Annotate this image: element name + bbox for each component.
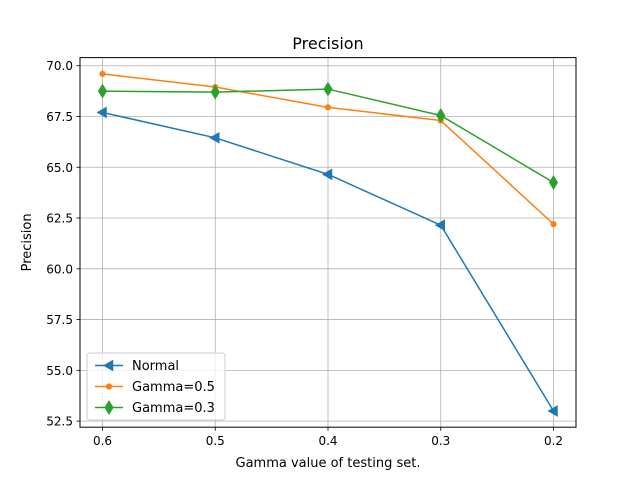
legend-marker — [102, 359, 114, 372]
data-point — [209, 131, 220, 144]
legend-box — [86, 352, 226, 421]
series-gamma-0-3 — [97, 81, 559, 190]
data-point — [548, 175, 559, 190]
y-axis-label: Precision — [20, 213, 35, 271]
x-tick-label: 0.3 — [431, 434, 450, 448]
x-axis-label: Gamma value of testing set. — [236, 456, 421, 471]
x-tick-label: 0.4 — [318, 434, 337, 448]
grid-layer — [80, 57, 576, 428]
series-layer — [96, 70, 559, 417]
data-point — [96, 106, 107, 119]
data-point — [321, 168, 333, 181]
legend-label: Gamma=0.5 — [132, 380, 215, 395]
legend-label: Normal — [132, 359, 179, 374]
x-tick-label: 0.6 — [93, 434, 112, 448]
y-tick-label: 55.0 — [46, 364, 73, 378]
y-tick-label: 57.5 — [46, 313, 73, 327]
legend: Normal Gamma=0.5 Gamma=0.3 — [86, 352, 226, 421]
data-point — [323, 81, 333, 97]
y-tick-label: 52.5 — [46, 415, 73, 429]
x-tick-label: 0.2 — [544, 434, 563, 448]
ticks-layer: 0.6 0.5 0.4 0.3 0.2 52.5 55.0 57.5 60.0 62.5 65.0 6… — [46, 59, 563, 448]
chart-title: Precision — [292, 34, 363, 53]
data-point — [550, 221, 557, 228]
series-normal — [96, 106, 558, 417]
legend-marker — [105, 383, 113, 390]
data-point — [99, 70, 106, 77]
y-tick-label: 65.0 — [46, 161, 73, 175]
data-point — [210, 84, 220, 100]
legend-label: Gamma=0.3 — [132, 401, 215, 416]
data-point — [97, 83, 108, 99]
data-point — [434, 219, 445, 232]
x-tick-label: 0.5 — [206, 434, 225, 448]
data-point — [436, 108, 446, 123]
y-tick-label: 67.5 — [46, 110, 73, 124]
y-tick-label: 70.0 — [46, 59, 73, 73]
legend-marker — [104, 400, 114, 415]
data-point — [547, 405, 558, 417]
y-tick-label: 60.0 — [46, 262, 73, 276]
data-point — [324, 104, 332, 111]
y-tick-label: 62.5 — [46, 212, 73, 226]
